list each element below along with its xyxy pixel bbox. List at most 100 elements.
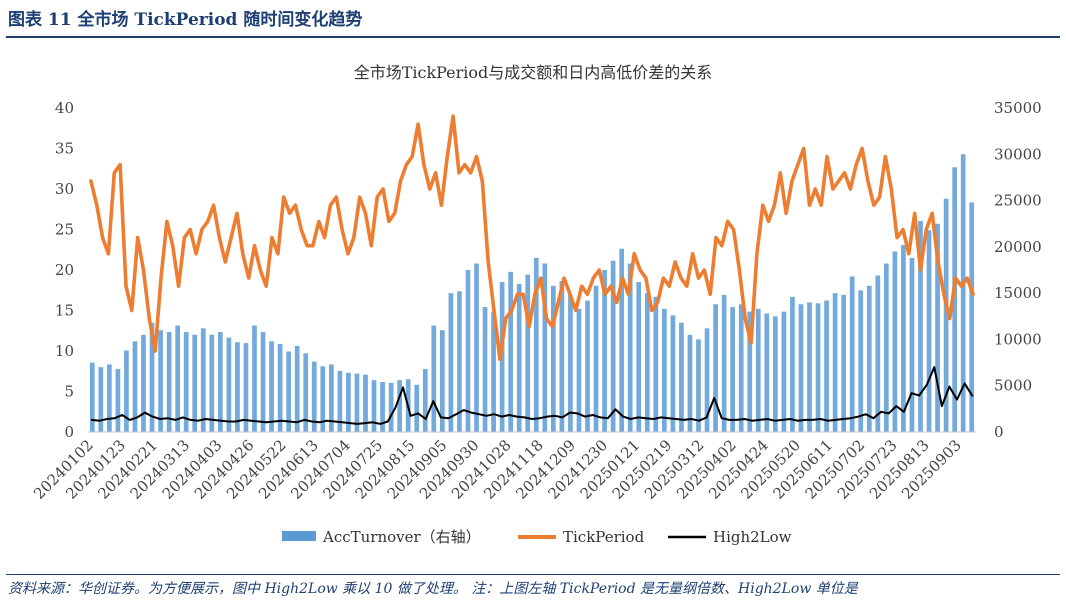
right-axis-tick-label: 35000 bbox=[994, 99, 1042, 117]
chart: 全市场TickPeriod与成交额和日内高低价差的关系 0 5 10 15 20 25 30… bbox=[30, 63, 1042, 546]
turnover-bar bbox=[175, 325, 181, 432]
turnover-bar bbox=[141, 334, 146, 432]
legend: AccTurnover（右轴） TickPeriod High2Low bbox=[282, 528, 792, 546]
turnover-bar bbox=[183, 332, 189, 432]
turnover-bar bbox=[644, 293, 650, 432]
turnover-bar bbox=[790, 296, 795, 432]
right-axis-tick-label: 15000 bbox=[994, 284, 1042, 302]
left-axis-tick-label: 5 bbox=[64, 383, 74, 401]
turnover-bar bbox=[525, 274, 531, 432]
turnover-bar bbox=[474, 263, 479, 432]
turnover-bar bbox=[363, 374, 368, 432]
tickperiod-series bbox=[89, 114, 975, 361]
turnover-bar bbox=[807, 302, 812, 432]
x-axis: 2024010220240123202402212024031320240403… bbox=[30, 436, 965, 503]
turnover-bar bbox=[422, 369, 428, 432]
left-axis-tick-label: 25 bbox=[55, 221, 74, 239]
turnover-bar bbox=[798, 304, 804, 432]
turnover-bar bbox=[926, 230, 932, 432]
turnover-bar bbox=[329, 364, 334, 432]
turnover-bar bbox=[704, 328, 710, 432]
turnover-bar bbox=[866, 285, 872, 432]
turnover-bars bbox=[89, 154, 975, 432]
turnover-bar bbox=[192, 334, 198, 432]
turnover-bar bbox=[380, 382, 385, 432]
turnover-bar bbox=[448, 293, 454, 432]
turnover-bar bbox=[354, 373, 360, 432]
turnover-bar bbox=[286, 351, 292, 432]
turnover-bar bbox=[533, 257, 539, 432]
turnover-bar bbox=[568, 294, 573, 432]
turnover-bar bbox=[209, 334, 215, 432]
turnover-bar bbox=[132, 341, 138, 432]
turnover-bar bbox=[884, 263, 889, 432]
turnover-bar bbox=[346, 372, 351, 432]
turnover-bar bbox=[593, 285, 599, 432]
turnover-bar bbox=[320, 366, 326, 432]
turnover-bar bbox=[499, 282, 505, 432]
turnover-bar bbox=[610, 260, 616, 432]
turnover-bar bbox=[200, 328, 206, 432]
turnover-bar bbox=[166, 332, 172, 432]
turnover-bar bbox=[619, 248, 625, 432]
turnover-bar bbox=[269, 341, 274, 432]
turnover-bar bbox=[226, 337, 232, 432]
turnover-bar bbox=[602, 270, 607, 432]
left-axis-tick-label: 10 bbox=[55, 342, 74, 360]
turnover-bar bbox=[679, 322, 684, 432]
turnover-bar bbox=[260, 332, 266, 432]
turnover-bar bbox=[585, 300, 590, 432]
turnover-bar bbox=[815, 303, 821, 432]
turnover-bar bbox=[491, 311, 496, 432]
turnover-bar bbox=[960, 154, 966, 432]
header-rule bbox=[6, 36, 1060, 38]
turnover-bar bbox=[909, 257, 915, 432]
turnover-bar bbox=[149, 322, 155, 432]
turnover-bar bbox=[243, 343, 249, 432]
turnover-bar bbox=[755, 308, 761, 432]
turnover-bar bbox=[508, 271, 514, 432]
turnover-bar bbox=[773, 316, 778, 432]
turnover-bar bbox=[397, 380, 403, 432]
right-axis-tick-label: 0 bbox=[994, 423, 1004, 441]
turnover-bar bbox=[542, 263, 548, 432]
turnover-bar bbox=[892, 251, 898, 432]
high2low-line bbox=[90, 366, 974, 425]
turnover-bar bbox=[696, 339, 701, 432]
turnover-bar bbox=[107, 364, 112, 432]
turnover-bar bbox=[901, 245, 906, 432]
turnover-bar bbox=[824, 300, 829, 432]
turnover-bar bbox=[158, 330, 163, 432]
turnover-bar bbox=[764, 313, 770, 432]
turnover-bar bbox=[482, 307, 488, 432]
turnover-bar bbox=[431, 325, 437, 432]
turnover-bar bbox=[730, 307, 736, 432]
turnover-bar bbox=[952, 167, 958, 432]
figure-source-note: 资料来源：华创证券。为方便展示，图中 High2Low 乘以 10 做了处理。 … bbox=[8, 581, 858, 597]
turnover-bar bbox=[294, 345, 300, 432]
turnover-bar bbox=[311, 361, 317, 432]
turnover-bar bbox=[98, 367, 104, 432]
turnover-bar bbox=[721, 294, 727, 432]
turnover-bar bbox=[747, 311, 753, 432]
chart-title: 全市场TickPeriod与成交额和日内高低价差的关系 bbox=[354, 63, 713, 82]
turnover-bar bbox=[551, 285, 556, 432]
right-axis-tick-label: 25000 bbox=[994, 192, 1042, 210]
turnover-bar bbox=[303, 353, 309, 432]
turnover-bar bbox=[918, 220, 923, 432]
right-axis-tick-label: 20000 bbox=[994, 238, 1042, 256]
turnover-bar bbox=[653, 296, 659, 432]
turnover-bar bbox=[687, 334, 693, 432]
legend-label-turnover: AccTurnover（右轴） bbox=[322, 528, 481, 546]
left-axis-tick-label: 30 bbox=[55, 180, 74, 198]
turnover-bar bbox=[371, 380, 377, 432]
turnover-bar bbox=[858, 290, 864, 432]
turnover-bar bbox=[849, 276, 855, 432]
legend-label-tickperiod: TickPeriod bbox=[563, 528, 645, 546]
turnover-bar bbox=[832, 293, 838, 432]
turnover-bar bbox=[781, 311, 787, 432]
turnover-bar bbox=[841, 294, 847, 432]
turnover-bar bbox=[89, 362, 95, 432]
turnover-bar bbox=[576, 308, 582, 432]
turnover-bar bbox=[559, 281, 565, 432]
